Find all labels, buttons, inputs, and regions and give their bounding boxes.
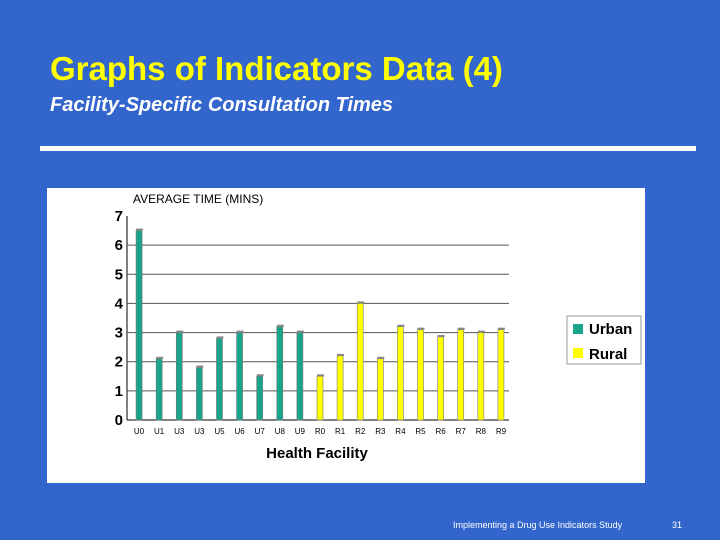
slide-subtitle: Facility-Specific Consultation Times <box>50 94 394 116</box>
bar-rural-r9 <box>497 329 505 421</box>
bar-urban-u7 <box>256 375 263 421</box>
bar-top-shadow <box>477 330 485 333</box>
x-tick-label: R3 <box>375 427 386 436</box>
bar-rural-r2 <box>356 303 364 421</box>
y-tick-label: 6 <box>115 237 123 254</box>
bar-chart: AVERAGE TIME (MINS) Health Facility 0 1 2 3… <box>115 192 642 462</box>
x-tick-label: R6 <box>436 427 447 436</box>
title-divider <box>40 146 696 151</box>
bar-urban-u3 <box>196 367 203 421</box>
y-tick-label: 4 <box>115 295 124 312</box>
x-tick-label: U0 <box>134 427 145 436</box>
bar-top-shadow <box>196 365 204 368</box>
x-tick-label: R1 <box>335 427 346 436</box>
bar-top-shadow <box>176 330 184 333</box>
slide-title: Graphs of Indicators Data (4) <box>50 50 503 87</box>
bar-rural-r3 <box>377 358 384 421</box>
bar-rural-r6 <box>437 336 444 421</box>
x-tick-label: R8 <box>476 427 487 436</box>
bar-rural-r5 <box>417 329 424 421</box>
bar-urban-u9 <box>296 332 304 421</box>
bar-top-shadow <box>216 336 224 339</box>
bar-top-shadow <box>276 324 284 327</box>
bar-urban-u5 <box>216 338 223 421</box>
bar-rural-r7 <box>457 329 465 421</box>
x-tick-label: R9 <box>496 427 507 436</box>
bar-top-shadow <box>457 327 465 330</box>
legend-label-urban: Urban <box>589 321 632 338</box>
x-tick-label: U5 <box>214 427 225 436</box>
y-axis-label: AVERAGE TIME (MINS) <box>133 192 263 206</box>
x-tick-label: R2 <box>355 427 366 436</box>
bar-top-shadow <box>397 324 405 327</box>
bar-urban-u3 <box>175 332 183 421</box>
bar-top-shadow <box>357 301 365 304</box>
bar-top-shadow <box>437 334 445 337</box>
legend-swatch-urban <box>573 324 583 334</box>
bar-top-shadow <box>337 353 345 356</box>
bar-urban-u6 <box>236 332 243 421</box>
bar-top-shadow <box>156 356 164 359</box>
bar-rural-r8 <box>477 332 485 421</box>
x-tick-label: U3 <box>174 427 185 436</box>
x-tick-label: U7 <box>255 427 266 436</box>
bar-urban-u8 <box>276 326 284 421</box>
x-tick-label: U8 <box>275 427 286 436</box>
page-number: 31 <box>672 520 683 530</box>
x-tick-label: R5 <box>415 427 426 436</box>
bar-rural-r4 <box>397 326 404 421</box>
legend-swatch-rural <box>573 348 583 358</box>
y-tick-label: 2 <box>115 354 123 371</box>
x-axis-label: Health Facility <box>266 445 368 462</box>
bar-rural-r1 <box>336 355 344 421</box>
y-tick-label: 5 <box>115 266 123 283</box>
bar-urban-u1 <box>155 358 163 421</box>
bar-top-shadow <box>497 327 505 330</box>
bar-top-shadow <box>317 374 324 377</box>
bar-top-shadow <box>256 374 264 377</box>
x-tick-label: U9 <box>295 427 306 436</box>
x-tick-label: R4 <box>395 427 406 436</box>
x-tick-label: R0 <box>315 427 326 436</box>
chart-panel: AVERAGE TIME (MINS) Health Facility 0 1 2 3… <box>47 188 645 483</box>
bar-top-shadow <box>377 356 385 359</box>
y-tick-label: 3 <box>115 325 123 342</box>
bar-urban-u0 <box>135 230 143 421</box>
footer-text: Implementing a Drug Use Indicators Study <box>453 520 623 530</box>
legend: Urban Rural <box>566 315 642 365</box>
bar-top-shadow <box>136 228 144 231</box>
y-tick-label: 1 <box>115 383 123 400</box>
x-tick-label: U1 <box>154 427 165 436</box>
y-tick-label: 0 <box>115 412 123 429</box>
bar-top-shadow <box>236 330 244 333</box>
bar-top-shadow <box>296 330 304 333</box>
y-tick-label: 7 <box>115 208 123 225</box>
legend-label-rural: Rural <box>589 346 627 363</box>
x-tick-label: U3 <box>194 427 205 436</box>
bar-rural-r0 <box>316 375 324 421</box>
bar-top-shadow <box>417 327 425 330</box>
x-tick-label: R7 <box>456 427 467 436</box>
x-tick-label: U6 <box>234 427 245 436</box>
